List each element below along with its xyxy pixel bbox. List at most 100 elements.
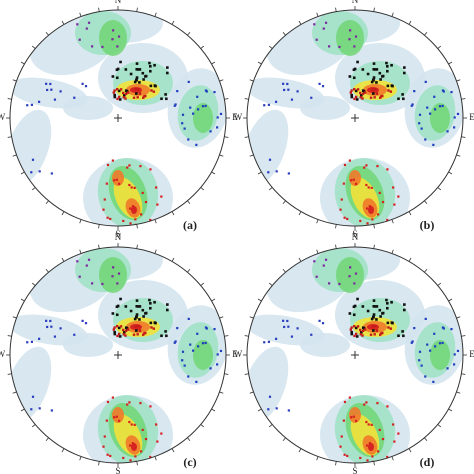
pole-point: [144, 331, 147, 335]
density-contour: [349, 170, 361, 186]
pole-point: [387, 326, 390, 329]
west-label: W: [234, 112, 243, 122]
pole-point: [393, 440, 396, 443]
pole-point: [378, 428, 381, 432]
pole-point: [386, 65, 389, 68]
pole-point: [204, 341, 207, 345]
pole-point: [318, 82, 321, 85]
pole-point: [134, 455, 137, 458]
tick-mark: [456, 154, 461, 157]
pole-point: [363, 91, 367, 94]
tick-mark: [335, 224, 337, 229]
pole-point: [403, 66, 406, 69]
pole-point: [113, 332, 117, 336]
pole-point: [130, 423, 133, 426]
pole-point: [166, 308, 169, 312]
pole-point: [119, 325, 123, 328]
pole-point: [117, 35, 121, 38]
pole-point: [365, 444, 369, 447]
pole-point: [321, 322, 325, 325]
tick-mark: [7, 98, 12, 100]
pole-point: [138, 68, 142, 71]
pole-point: [287, 88, 290, 91]
pole-point: [373, 333, 376, 336]
pole-point: [410, 104, 413, 107]
tick-mark: [282, 31, 286, 36]
pole-point: [361, 326, 365, 329]
pole-point: [381, 331, 384, 335]
tick-mark: [136, 244, 138, 249]
pole-point: [424, 375, 427, 378]
pole-point: [372, 68, 376, 71]
pole-point: [390, 321, 394, 324]
pole-point: [350, 332, 354, 336]
pole-point: [149, 69, 152, 73]
pole-point: [426, 106, 429, 109]
pole-point: [134, 78, 138, 82]
pole-point: [189, 343, 192, 346]
pole-point: [160, 195, 163, 198]
pole-point: [201, 105, 205, 108]
tick-mark: [424, 200, 428, 205]
density-contour: [131, 206, 137, 214]
south-label: S: [115, 466, 120, 474]
pole-point: [138, 92, 142, 95]
pole-point: [141, 71, 145, 75]
tick-mark: [211, 61, 216, 65]
pole-point: [365, 207, 369, 210]
tick-mark: [136, 224, 138, 229]
pole-point: [441, 104, 444, 108]
pole-point: [386, 84, 390, 88]
pole-point: [372, 62, 376, 65]
pole-point: [372, 305, 376, 308]
pole-point: [133, 186, 136, 190]
pole-point: [349, 328, 353, 331]
tick-mark: [268, 45, 273, 49]
pole-point: [124, 92, 128, 96]
tick-mark: [79, 249, 82, 254]
tick-mark: [456, 316, 461, 319]
pole-point: [111, 75, 115, 78]
center-cross: [114, 114, 122, 122]
tick-mark: [20, 408, 25, 412]
pole-point: [149, 168, 152, 171]
tick-mark: [12, 316, 17, 319]
pole-point: [149, 84, 153, 88]
tick-mark: [448, 298, 453, 302]
pole-point: [174, 340, 177, 343]
tick-mark: [249, 316, 254, 319]
pole-point: [442, 327, 445, 330]
pole-point: [192, 349, 195, 352]
pole-point: [135, 329, 138, 332]
pole-point: [442, 90, 445, 93]
pole-point: [370, 423, 373, 427]
pole-point: [373, 68, 377, 71]
pole-point: [144, 200, 148, 204]
pole-point: [111, 312, 115, 315]
pole-point: [128, 207, 132, 210]
pole-point: [385, 61, 388, 65]
pole-point: [365, 420, 368, 424]
pole-point: [134, 325, 137, 328]
pole-point: [196, 332, 199, 335]
pole-point: [136, 305, 140, 308]
tick-mark: [461, 373, 466, 375]
pole-point: [354, 35, 358, 38]
tick-mark: [249, 154, 254, 157]
pole-point: [432, 380, 435, 383]
pole-point: [166, 71, 169, 75]
pole-point: [128, 444, 132, 447]
north-label: N: [352, 232, 359, 242]
tick-mark: [461, 136, 466, 138]
pole-point: [49, 319, 52, 323]
tick-mark: [268, 187, 273, 191]
density-contour: [10, 346, 52, 424]
pole-point: [115, 415, 118, 418]
pole-point: [370, 186, 373, 190]
pole-point: [117, 419, 121, 422]
pole-point: [429, 349, 432, 352]
tick-mark: [219, 79, 224, 82]
density-contour: [336, 257, 364, 293]
pole-point: [156, 203, 159, 206]
pole-point: [136, 96, 139, 99]
